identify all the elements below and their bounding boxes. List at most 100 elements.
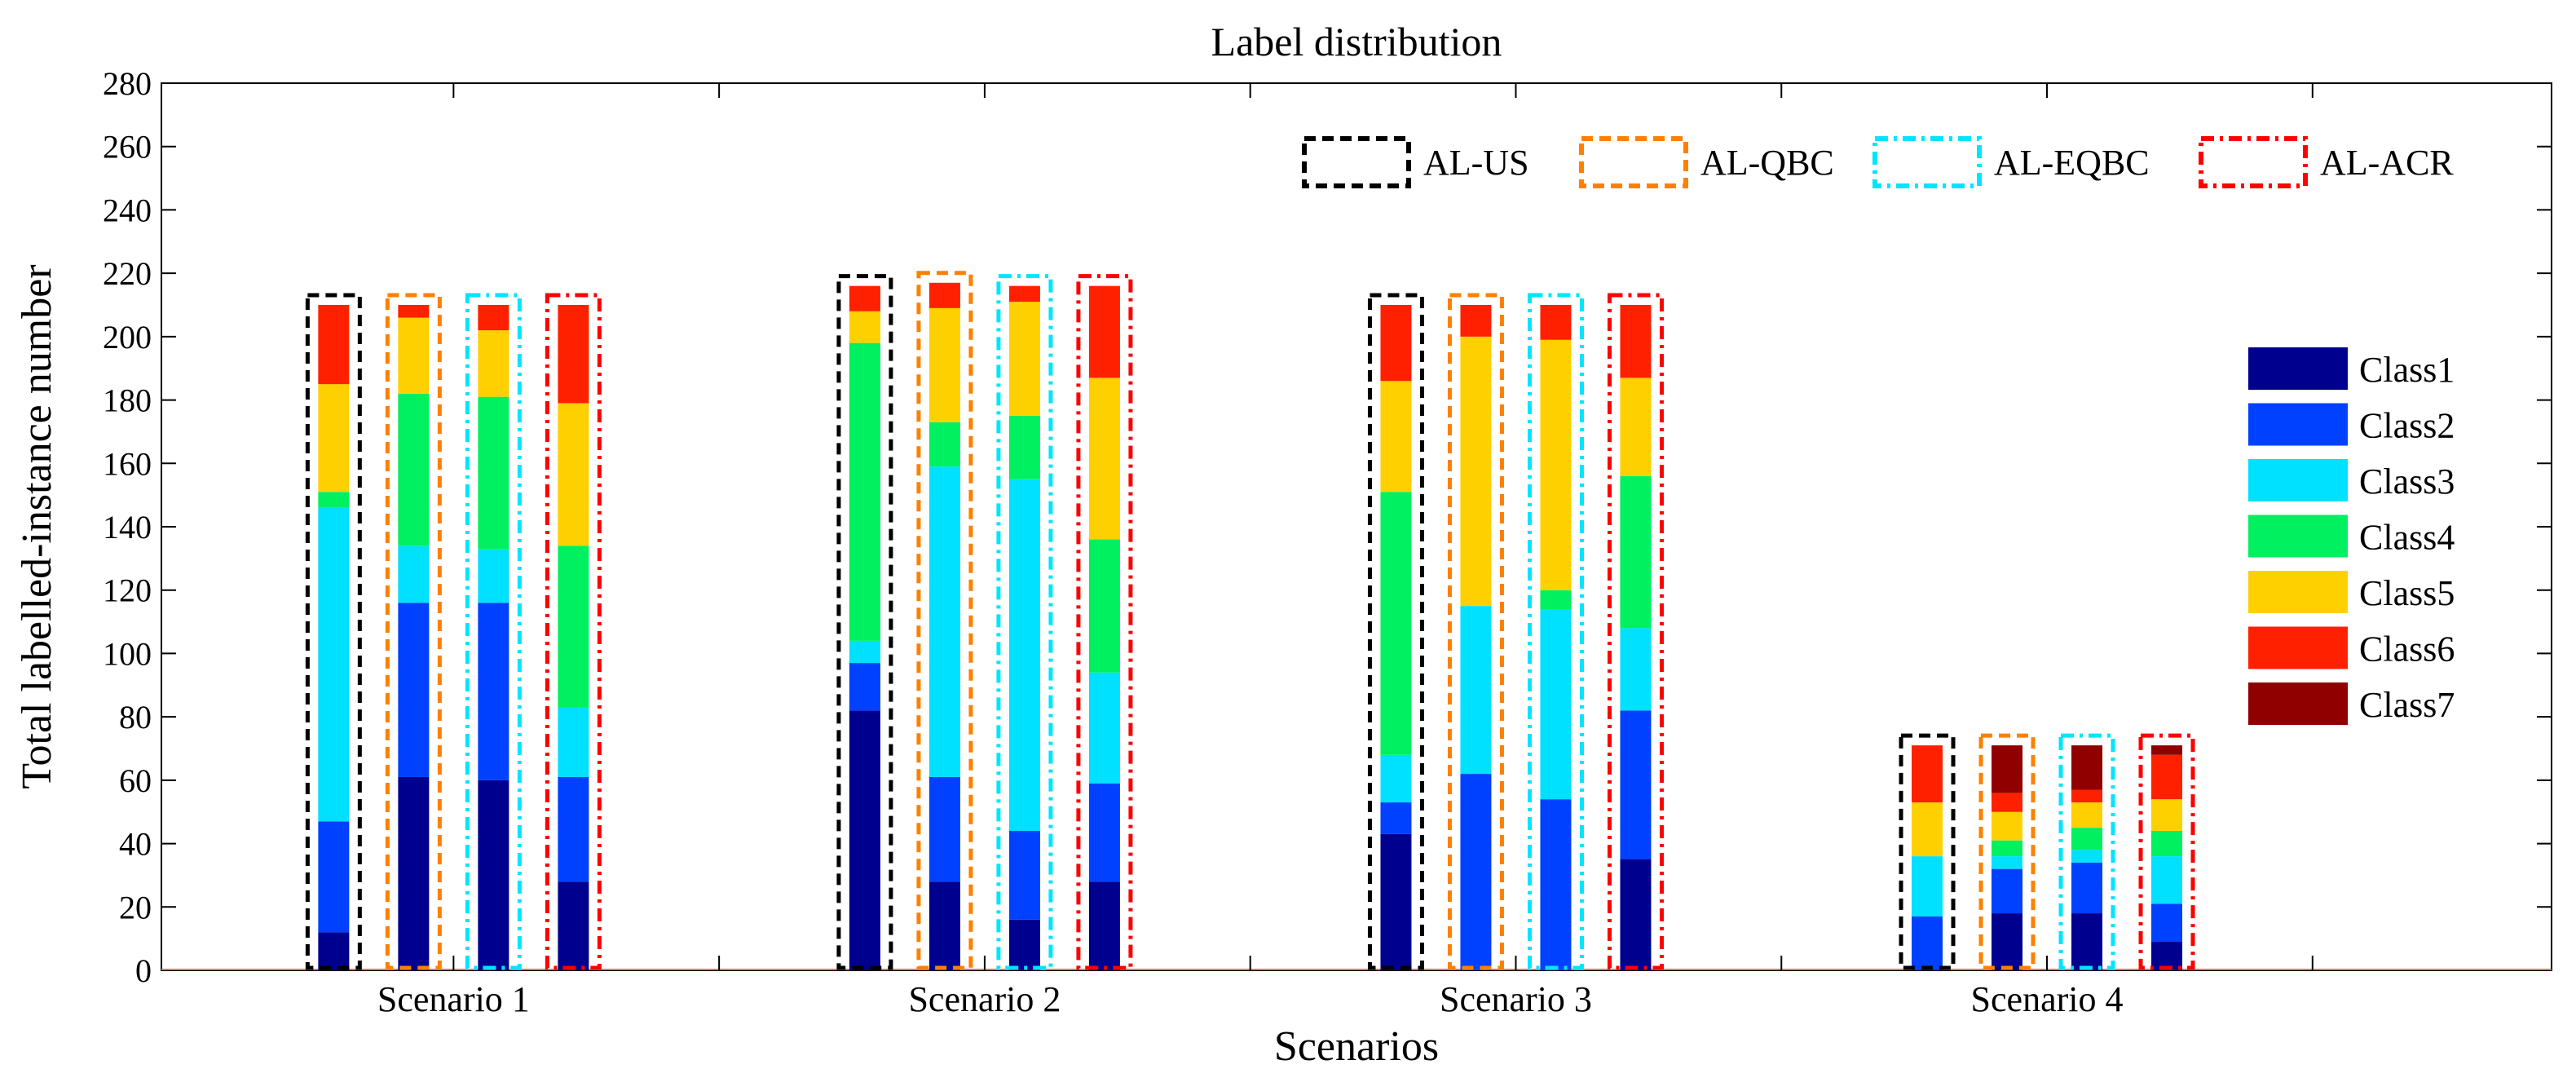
- bar-segment-class6: [478, 305, 509, 331]
- x-axis: Scenario 1 Scenario 2 Scenario 3 Scenario 4: [377, 83, 2314, 1019]
- legend-label-class6: Class6: [2359, 629, 2455, 669]
- bar-segment-class1: [1088, 881, 1120, 970]
- method-frame-al-us: [305, 293, 362, 970]
- method-frame-al-acr: [2138, 733, 2195, 970]
- bar-segment-class1: [318, 932, 350, 970]
- bar-segment-class2: [929, 776, 960, 882]
- bar-segment-class3: [1460, 606, 1492, 775]
- method-frame-al-eqbc: [465, 293, 522, 970]
- bar-segment-class5: [1460, 336, 1492, 607]
- bar-segment-class1: [558, 881, 589, 970]
- method-frame-al-us: [1367, 293, 1424, 970]
- bar-groups: [318, 282, 2183, 970]
- bar-segment-class3: [929, 466, 960, 777]
- legend-methods: AL-US AL-QBC AL-EQBC AL-ACR: [1302, 136, 2454, 188]
- bar-segment-class3: [558, 707, 589, 777]
- y-tick-label: 0: [135, 952, 152, 989]
- bar-segment-class4: [849, 342, 880, 641]
- bar-segment-class2: [1620, 710, 1652, 859]
- bar-segment-class2: [478, 603, 509, 780]
- bar-segment-class3: [2071, 850, 2103, 863]
- bar-segment-class1: [2071, 913, 2103, 970]
- legend-swatch-class1: [2248, 347, 2348, 390]
- bar-segment-class5: [398, 317, 430, 394]
- bar-segment-class4: [1008, 416, 1040, 479]
- bar-segment-class6: [2151, 754, 2183, 800]
- x-tick-label: Scenario 1: [377, 979, 530, 1019]
- legend-label-al-acr: AL-ACR: [2320, 143, 2454, 183]
- x-tick-label: Scenario 3: [1440, 979, 1592, 1019]
- bar-segment-class7: [2071, 745, 2103, 790]
- bar-segment-class6: [1460, 305, 1492, 337]
- legend-swatch-al-eqbc: [1872, 136, 1982, 188]
- bar-segment-class4: [398, 393, 430, 546]
- bar-segment-class1: [2151, 942, 2183, 970]
- bar-segment-class4: [1088, 539, 1120, 673]
- legend-swatch-class2: [2248, 403, 2348, 446]
- bar-segment-class6: [849, 285, 880, 311]
- bar-segment-class4: [2071, 828, 2103, 850]
- bar-segment-class2: [1460, 774, 1492, 970]
- bar-segment-class6: [1380, 305, 1412, 382]
- y-tick-label: 60: [119, 762, 152, 799]
- legend-swatch-al-qbc: [1579, 136, 1688, 188]
- legend-label-class5: Class5: [2359, 573, 2455, 613]
- legend-label-al-qbc: AL-QBC: [1700, 143, 1834, 183]
- bar-segment-class4: [1620, 475, 1652, 629]
- y-tick-label: 120: [103, 572, 152, 609]
- y-tick-label: 220: [103, 255, 152, 292]
- legend-label-al-us: AL-US: [1423, 143, 1529, 183]
- bar-segment-class5: [2071, 802, 2103, 828]
- bar-segment-class2: [2071, 862, 2103, 914]
- bar-segment-class6: [558, 305, 589, 404]
- bar-segment-class4: [558, 546, 589, 708]
- bar-segment-class2: [1008, 831, 1040, 920]
- bar-segment-class4: [1380, 492, 1412, 755]
- bar-segment-class1: [398, 776, 430, 970]
- bar-segment-class5: [1540, 339, 1572, 590]
- bar-segment-class5: [1992, 811, 2023, 841]
- method-frame-al-qbc: [1978, 733, 2036, 970]
- method-frame-al-eqbc: [2058, 733, 2115, 970]
- method-frame-al-acr: [545, 293, 602, 970]
- bar-segment-class5: [558, 403, 589, 546]
- method-frame-al-acr: [1607, 293, 1664, 970]
- bar-segment-class6: [398, 305, 430, 318]
- method-frame-al-eqbc: [1527, 293, 1584, 970]
- bar-segment-class6: [1540, 305, 1572, 340]
- legend-classes: Class1 Class2 Class3 Class4 Class5 Class6 Clas…: [2248, 347, 2455, 725]
- y-tick-label: 80: [119, 699, 152, 735]
- legend-label-class3: Class3: [2359, 462, 2455, 501]
- bar-segment-class5: [2151, 799, 2183, 832]
- method-frame-al-acr: [1076, 274, 1133, 970]
- bar-segment-class2: [558, 776, 589, 882]
- legend-swatch-class6: [2248, 626, 2348, 669]
- bar-segment-class4: [929, 422, 960, 467]
- bar-segment-class3: [1380, 754, 1412, 803]
- bar-segment-class3: [1992, 856, 2023, 869]
- y-axis-title: Total labelled-instance number: [14, 264, 60, 788]
- legend-swatch-class3: [2248, 459, 2348, 501]
- bar-segment-class3: [2151, 856, 2183, 904]
- chart-title: Label distribution: [1211, 19, 1502, 64]
- legend-swatch-class7: [2248, 682, 2348, 725]
- bar-segment-class4: [478, 396, 509, 550]
- bar-segment-class6: [1088, 285, 1120, 378]
- y-tick-label: 280: [103, 65, 152, 102]
- y-tick-label: 40: [119, 826, 152, 863]
- bar-segment-class5: [318, 384, 350, 492]
- method-frame-al-us: [836, 274, 893, 970]
- legend-swatch-class5: [2248, 571, 2348, 613]
- bar-segment-class2: [318, 821, 350, 933]
- legend-label-al-eqbc: AL-EQBC: [1994, 143, 2150, 183]
- bar-segment-class1: [929, 881, 960, 970]
- bar-segment-class6: [2071, 789, 2103, 803]
- legend-label-class4: Class4: [2359, 518, 2455, 558]
- bar-segment-class2: [1088, 783, 1120, 882]
- bar-segment-class5: [1912, 802, 1943, 857]
- bar-segment-class2: [1992, 868, 2023, 914]
- y-tick-label: 140: [103, 509, 152, 546]
- bar-segment-class4: [318, 492, 350, 508]
- bar-segment-class1: [478, 780, 509, 970]
